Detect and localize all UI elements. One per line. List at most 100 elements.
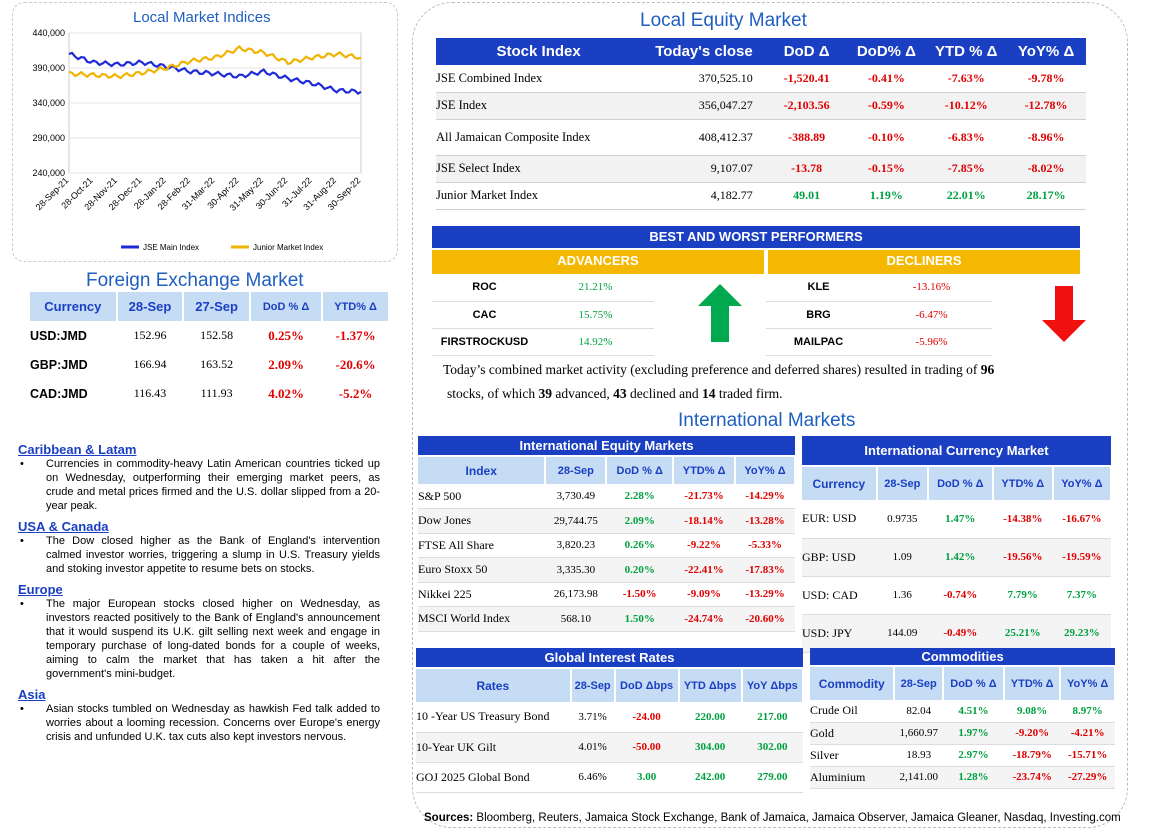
rates-cell: -50.00 — [614, 732, 679, 763]
fx-table: Currency 28-Sep 27-Sep DoD % Δ YTD% Δ USD:JM… — [30, 292, 390, 408]
international-markets-title: International Markets — [678, 410, 856, 431]
advancers-header: ADVANCERS — [432, 250, 764, 274]
sources-text: Bloomberg, Reuters, Jamaica Stock Exchan… — [473, 812, 1121, 824]
y-tick-label: 390,000 — [32, 63, 65, 73]
equity-cell: -0.10% — [846, 119, 927, 156]
news-list: Currencies in commodity-heavy Latin Amer… — [18, 457, 380, 513]
equity-col-header: YTD% Δ — [673, 455, 737, 484]
news-item: Currencies in commodity-heavy Latin Amer… — [18, 457, 380, 513]
rates-col-header: DoD Δbps — [614, 667, 680, 702]
stock-change: -6.47% — [871, 301, 992, 329]
local-indices-chart: 440,000390,000340,000290,000240,00028-Se… — [32, 28, 362, 252]
list-item: MAILPAC -5.96% — [766, 328, 992, 356]
news-heading: Europe — [18, 582, 63, 597]
equity-col-header: YoY% Δ — [735, 455, 796, 484]
rates-cell: 304.00 — [678, 732, 742, 763]
equity-cell: 26,173.98 — [545, 582, 607, 607]
commodities-cell: 2.97% — [942, 744, 1004, 767]
table-row: Dow Jones 29,744.75 2.09% -18.14% -13.28% — [418, 508, 795, 534]
fx-cell: -5.2% — [338, 385, 373, 401]
equity-cell: 0.26% — [606, 533, 674, 558]
equity-cell: 3,730.49 — [545, 484, 607, 509]
table-row: GBP:JMD 166.94 163.52 2.09% -20.6% — [30, 350, 389, 379]
equity-cell: 568.10 — [545, 606, 607, 632]
fx-col-header: Currency — [30, 292, 118, 321]
currency-cell: 1.36 — [876, 576, 928, 615]
summary-text: declined and — [626, 386, 702, 401]
currency-cell: 1.09 — [876, 538, 928, 577]
equity-cell: 1.50% — [606, 606, 674, 632]
commodities-name: Aluminium — [810, 766, 895, 789]
table-row: Nikkei 225 26,173.98 -1.50% -9.09% -13.29% — [418, 582, 795, 607]
down-arrow-icon — [1042, 286, 1086, 342]
decliners-header: DECLINERS — [768, 250, 1080, 274]
commodities-cell: -9.20% — [1003, 722, 1061, 745]
stock-symbol: KLE — [766, 274, 871, 302]
index-name: All Jamaican Composite Index — [436, 119, 642, 156]
equity-cell: 2.28% — [606, 484, 674, 509]
news-item: The major European stocks closed higher … — [18, 597, 380, 681]
news-heading: Caribbean & Latam — [18, 442, 137, 457]
equity-cell: -9.09% — [673, 582, 736, 607]
up-arrow-icon — [698, 284, 742, 342]
rates-cell: 217.00 — [741, 702, 803, 733]
equity-cell: -13.29% — [735, 582, 795, 607]
stock-symbol: MAILPAC — [766, 328, 871, 356]
fx-col-header: 28-Sep — [116, 292, 185, 321]
fx-cell: 0.25% — [268, 327, 304, 343]
stock-change: 15.75% — [537, 301, 654, 329]
rates-name: GOJ 2025 Global Bond — [416, 762, 571, 793]
currency-cell: -19.59% — [1052, 538, 1111, 577]
commodities-col-header: YoY% Δ — [1060, 665, 1116, 700]
table-row: EUR: USD 0.9735 1.47% -14.38% -16.67% — [802, 500, 1111, 539]
equity-cell: 0.20% — [606, 557, 674, 583]
stock-symbol: FIRSTROCKUSD — [432, 328, 537, 356]
currency-cell: 7.37% — [1052, 576, 1111, 615]
performers-title: BEST AND WORST PERFORMERS — [432, 226, 1080, 248]
currency-cell: 7.79% — [992, 576, 1053, 615]
commodities-cell: -15.71% — [1060, 744, 1115, 767]
equity-cell: 3,820.23 — [545, 533, 607, 558]
chart-title: Local Market Indices — [133, 9, 271, 26]
equity-cell: -8.96% — [1006, 119, 1086, 156]
rates-title: Global Interest Rates — [416, 648, 803, 668]
table-row: MSCI World Index 568.10 1.50% -24.74% -20.60… — [418, 606, 795, 632]
table-row: USD: JPY 144.09 -0.49% 25.21% 29.23% — [802, 614, 1111, 653]
rates-col-header: Rates — [416, 667, 572, 702]
news-list: Asian stocks tumbled on Wednesday as haw… — [18, 702, 380, 744]
currency-pair: USD:JMD — [30, 328, 87, 343]
commodities-cell: 9.08% — [1003, 700, 1061, 723]
equity-cell: 3,335.30 — [545, 557, 607, 583]
equity-cell: -18.14% — [673, 508, 736, 534]
equity-cell: 28.17% — [1006, 182, 1086, 210]
stock-symbol: CAC — [432, 301, 537, 329]
equity-cell: -5.33% — [735, 533, 795, 558]
commodities-cell: 82.04 — [894, 700, 943, 723]
rates-cell: 3.71% — [570, 702, 615, 733]
equity-col-header: DoD % Δ — [606, 455, 675, 484]
local-equity-table: Stock Index Today's close DoD Δ DoD% Δ YTD %… — [436, 38, 1086, 210]
fx-col-header: DoD % Δ — [249, 292, 324, 321]
index-name: Junior Market Index — [436, 182, 642, 210]
equity-cell: -21.73% — [673, 484, 736, 509]
sources-label: Sources: — [424, 812, 474, 824]
commodities-cell: 4.51% — [942, 700, 1004, 723]
commodities-cell: -23.74% — [1003, 766, 1061, 789]
y-tick-label: 340,000 — [32, 98, 65, 108]
currency-col-header: DoD % Δ — [927, 465, 994, 500]
local-market-indices-panel: Local Market Indices 440,000 390,000 340,0… — [12, 2, 398, 262]
rates-cell: -24.00 — [614, 702, 679, 733]
market-summary: Today’s combined market activity (exclud… — [443, 358, 1083, 406]
commodities-col-header: DoD % Δ — [942, 665, 1005, 700]
currency-pair: GBP:JMD — [30, 357, 88, 372]
equity-col-header: YTD % Δ — [926, 38, 1007, 65]
currency-name: USD: JPY — [802, 614, 877, 653]
fx-col-header: YTD% Δ — [322, 292, 390, 321]
currency-col-header: YTD% Δ — [992, 465, 1054, 500]
summary-text: traded firm. — [715, 386, 783, 401]
commodities-cell: 2,141.00 — [894, 766, 943, 789]
currency-cell: 0.9735 — [876, 500, 928, 539]
equity-cell: 4,182.77 — [641, 182, 767, 210]
performers-section: BEST AND WORST PERFORMERS ADVANCERS DECL… — [432, 226, 1086, 356]
